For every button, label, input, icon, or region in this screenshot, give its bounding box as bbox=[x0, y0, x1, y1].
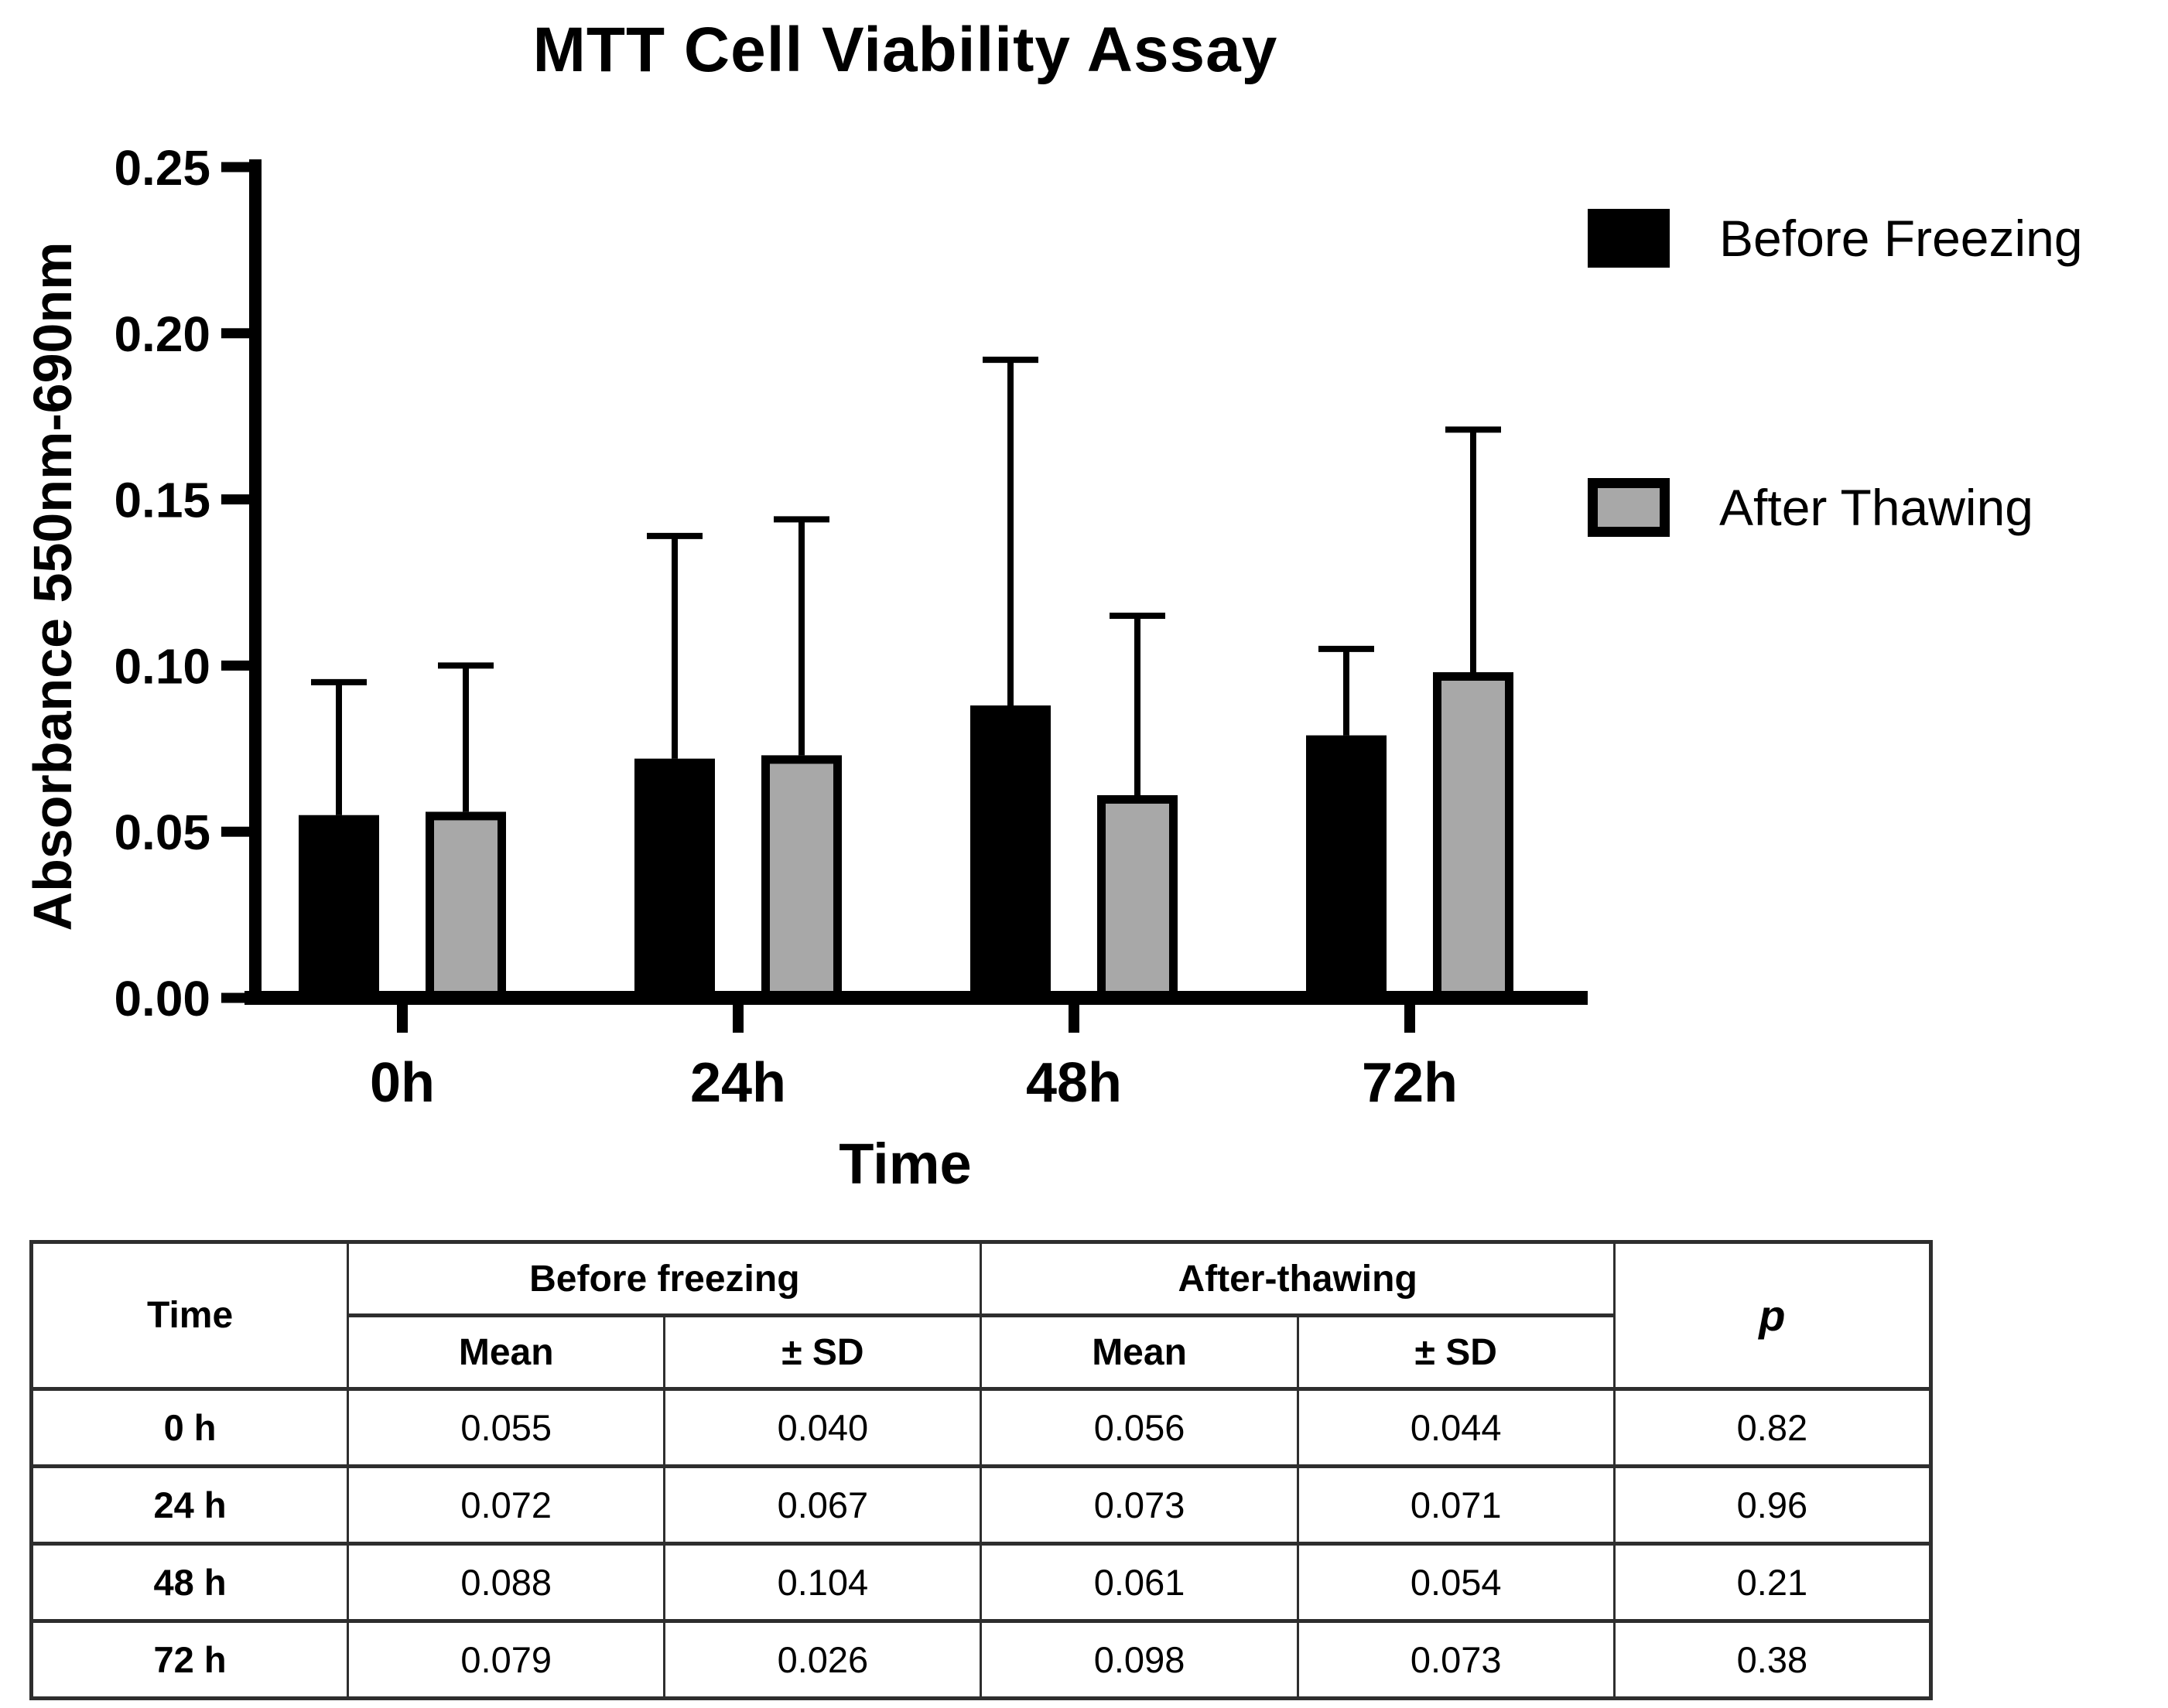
table-header-after-thawing: After-thawing bbox=[980, 1240, 1616, 1317]
y-tick-label-0.25: 0.25 bbox=[114, 140, 210, 196]
stats-table: Time Before freezing After-thawing p Mea… bbox=[29, 1240, 1933, 1700]
bar-after-thawing-0h bbox=[426, 811, 506, 1003]
y-tick-0.20 bbox=[221, 328, 249, 339]
table-cell-0h-p: 0.82 bbox=[1612, 1387, 1933, 1468]
x-tick-label-24h: 24h bbox=[690, 1052, 786, 1114]
y-tick-label-0.15: 0.15 bbox=[114, 473, 210, 528]
table-row-0h: 0 h 0.055 0.040 0.056 0.044 0.82 bbox=[29, 1387, 1933, 1468]
y-tick-label-0.10: 0.10 bbox=[114, 638, 210, 694]
table-cell-48h-before_mean: 0.088 bbox=[347, 1542, 666, 1623]
bar-before-freezing-48h bbox=[970, 705, 1051, 1003]
legend-label-after-thawing: After Thawing bbox=[1719, 479, 2033, 536]
y-tick-0.25 bbox=[221, 162, 249, 173]
y-tick-0.10 bbox=[221, 660, 249, 671]
y-tick-0.05 bbox=[221, 826, 249, 837]
table-cell-24h-before_sd: 0.067 bbox=[663, 1464, 983, 1546]
x-axis-line bbox=[244, 991, 1588, 1005]
y-tick-label-0.00: 0.00 bbox=[114, 971, 210, 1027]
table-header-before-mean: Mean bbox=[347, 1314, 666, 1390]
table-header-p: p bbox=[1612, 1240, 1933, 1391]
table-cell-0h-before_sd: 0.040 bbox=[663, 1387, 983, 1468]
y-axis-line bbox=[249, 159, 262, 1005]
table-header-after-mean: Mean bbox=[980, 1314, 1299, 1390]
table-cell-48h-after_sd: 0.054 bbox=[1296, 1542, 1616, 1623]
table-cell-0h-before_mean: 0.055 bbox=[347, 1387, 666, 1468]
y-tick-label-0.20: 0.20 bbox=[114, 306, 210, 362]
y-tick-0.15 bbox=[221, 494, 249, 505]
legend-item-before-freezing: Before Freezing bbox=[1588, 207, 2160, 269]
table-cell-0h-after_mean: 0.056 bbox=[980, 1387, 1299, 1468]
table-cell-24h-p: 0.96 bbox=[1612, 1464, 1933, 1546]
table-header-before-sd: ± SD bbox=[663, 1314, 983, 1390]
y-tick-0.00 bbox=[221, 992, 249, 1003]
table-cell-72h-time: 72 h bbox=[29, 1619, 350, 1700]
table-cell-72h-after_sd: 0.073 bbox=[1296, 1619, 1616, 1700]
chart-title: MTT Cell Viability Assay bbox=[532, 15, 1278, 85]
table-cell-72h-p: 0.38 bbox=[1612, 1619, 1933, 1700]
table-cell-0h-time: 0 h bbox=[29, 1387, 350, 1468]
x-tick-24h bbox=[733, 1005, 744, 1033]
legend-swatch-before-freezing bbox=[1588, 209, 1670, 268]
table-header-row-stats: Mean ± SD Mean ± SD bbox=[32, 1314, 1931, 1390]
x-tick-label-0h: 0h bbox=[370, 1052, 435, 1114]
x-axis-title: Time bbox=[839, 1132, 972, 1196]
bar-after-thawing-24h bbox=[761, 755, 842, 1003]
table-cell-24h-time: 24 h bbox=[29, 1464, 350, 1546]
table-header-time: Time bbox=[29, 1240, 350, 1391]
x-tick-label-72h: 72h bbox=[1362, 1052, 1458, 1114]
table-cell-0h-after_sd: 0.044 bbox=[1296, 1387, 1616, 1468]
bar-before-freezing-72h bbox=[1306, 735, 1387, 1003]
table-cell-48h-before_sd: 0.104 bbox=[663, 1542, 983, 1623]
table-cell-48h-time: 48 h bbox=[29, 1542, 350, 1623]
bar-after-thawing-72h bbox=[1433, 671, 1513, 1003]
table-cell-48h-after_mean: 0.061 bbox=[980, 1542, 1299, 1623]
x-tick-0h bbox=[397, 1005, 408, 1033]
table-cell-72h-after_mean: 0.098 bbox=[980, 1619, 1299, 1700]
mtt-bar-chart: 0.00 0.05 0.10 0.15 0.20 0.25 0h 24h 48h 72h bbox=[114, 140, 1588, 1114]
table-cell-72h-before_mean: 0.079 bbox=[347, 1619, 666, 1700]
table-cell-48h-p: 0.21 bbox=[1612, 1542, 1933, 1623]
table-header-before-freezing: Before freezing bbox=[347, 1240, 983, 1317]
table-cell-72h-before_sd: 0.026 bbox=[663, 1619, 983, 1700]
table-row-24h: 24 h 0.072 0.067 0.073 0.071 0.96 bbox=[29, 1464, 1933, 1546]
x-tick-72h bbox=[1404, 1005, 1415, 1033]
y-tick-label-0.05: 0.05 bbox=[114, 804, 210, 860]
table-row-72h: 72 h 0.079 0.026 0.098 0.073 0.38 bbox=[29, 1619, 1933, 1700]
bar-after-thawing-48h bbox=[1097, 794, 1178, 1003]
table-header-row-groups: Time Before freezing After-thawing p bbox=[29, 1240, 1933, 1391]
bar-before-freezing-0h bbox=[299, 815, 379, 1003]
x-tick-label-48h: 48h bbox=[1026, 1052, 1122, 1114]
bar-before-freezing-24h bbox=[634, 758, 715, 1003]
chart-legend: Before Freezing After Thawing bbox=[1588, 207, 2160, 538]
table-cell-24h-before_mean: 0.072 bbox=[347, 1464, 666, 1546]
legend-label-before-freezing: Before Freezing bbox=[1719, 210, 2083, 267]
x-tick-48h bbox=[1069, 1005, 1079, 1033]
legend-item-after-thawing: After Thawing bbox=[1588, 477, 2160, 538]
table-row-48h: 48 h 0.088 0.104 0.061 0.054 0.21 bbox=[29, 1542, 1933, 1623]
table-cell-24h-after_mean: 0.073 bbox=[980, 1464, 1299, 1546]
table-cell-24h-after_sd: 0.071 bbox=[1296, 1464, 1616, 1546]
table-header-after-sd: ± SD bbox=[1296, 1314, 1616, 1390]
legend-swatch-after-thawing bbox=[1588, 478, 1670, 537]
